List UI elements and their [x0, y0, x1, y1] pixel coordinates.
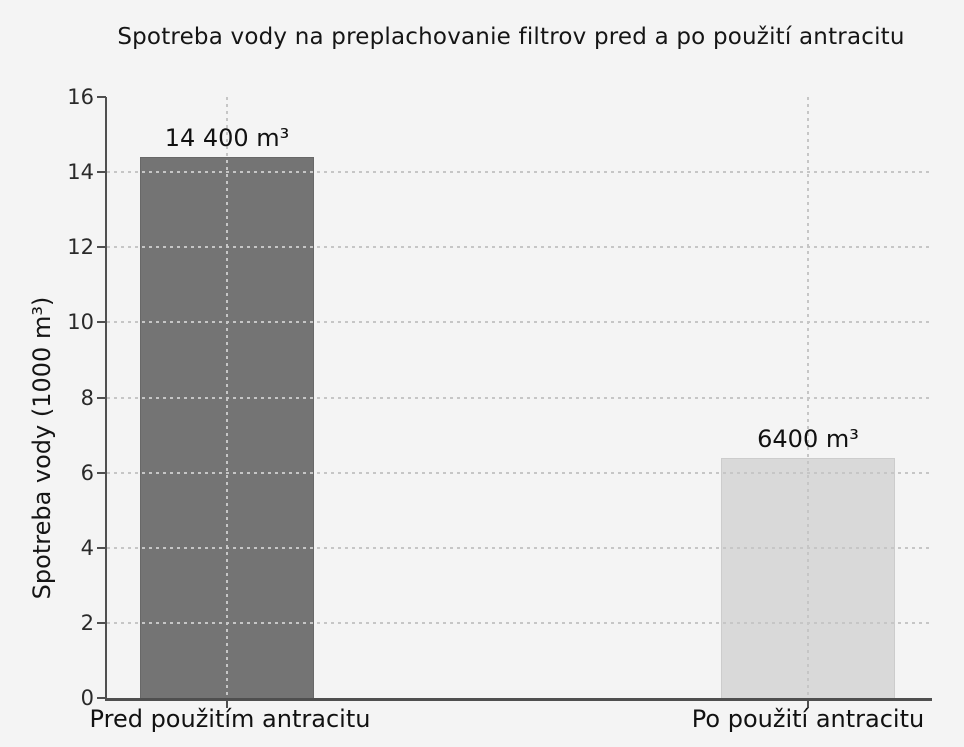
y-axis-tick-label: 14: [67, 160, 94, 185]
y-axis-tick: [97, 321, 106, 324]
y-axis-tick-label: 2: [80, 610, 94, 635]
bar-value-label: 14 400 m³: [164, 124, 290, 153]
x-axis-tick: [807, 701, 809, 708]
y-axis-tick: [97, 546, 106, 549]
x-category-label-pred: Pred použitím antracitu: [89, 705, 371, 733]
bar-po-pouziti-antracitu: [721, 457, 895, 698]
y-axis-tick-label: 4: [80, 535, 94, 560]
y-axis-tick-label: 10: [67, 310, 94, 335]
chart-title: Spotreba vody na preplachovanie filtrov …: [117, 24, 905, 50]
y-axis-tick-label: 0: [80, 686, 94, 710]
y-axis-tick: [97, 621, 106, 624]
y-axis-tick: [97, 246, 106, 249]
y-axis-tick: [97, 171, 106, 174]
y-axis-tick-label: 12: [67, 235, 94, 260]
y-axis-tick: [97, 697, 106, 699]
x-axis-tick: [226, 701, 228, 708]
y-axis-tick: [97, 396, 106, 399]
plot-area: 14 400 m³ 6400 m³ 0 2 4 6 8 10 12 14 16: [67, 85, 932, 710]
y-axis-tick-label: 6: [80, 460, 94, 485]
bar-pred-pouzitim-antracitu: [140, 157, 314, 698]
y-axis-tick-label: 8: [80, 385, 94, 410]
bar-value-label: 6400 m³: [757, 424, 859, 453]
x-category-label-po: Po použití antracitu: [691, 705, 925, 733]
y-axis-tick: [97, 96, 106, 98]
y-axis-tick-label: 16: [67, 85, 94, 109]
y-axis-tick: [97, 471, 106, 474]
y-axis-label: Spotreba vody (1000 m³): [28, 296, 56, 600]
